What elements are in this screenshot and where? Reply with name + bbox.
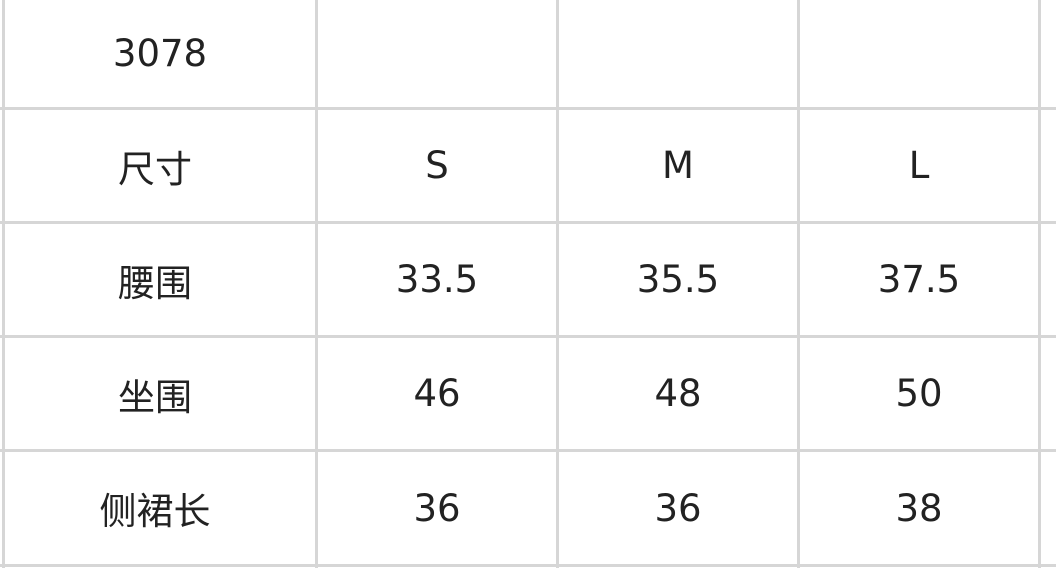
grid-line	[2, 0, 5, 568]
table-cell: 38	[895, 486, 943, 530]
row-label: 坐围	[118, 375, 192, 419]
header-size-s: S	[425, 144, 449, 187]
row-label: 腰围	[118, 261, 192, 305]
table-cell: 36	[654, 486, 702, 530]
table-cell: 35.5	[636, 258, 720, 301]
table-cell: 50	[895, 372, 943, 415]
grid-line	[797, 0, 800, 568]
grid-line	[0, 221, 1056, 224]
grid-line	[0, 449, 1056, 452]
table-cell: 48	[654, 372, 702, 415]
header-label: 尺寸	[118, 147, 192, 191]
grid-line	[0, 335, 1056, 338]
grid-line	[315, 0, 318, 568]
grid-line	[1038, 0, 1041, 568]
grid-line	[0, 107, 1056, 110]
table-cell: 36	[413, 486, 461, 530]
header-size-l: L	[908, 144, 930, 187]
table-cell: 33.5	[395, 258, 479, 301]
table-title: 3078	[112, 32, 208, 75]
row-label: 侧裙长	[99, 490, 211, 533]
table-cell: 37.5	[877, 258, 961, 301]
grid-line	[0, 564, 1056, 567]
table-cell: 46	[413, 372, 461, 415]
grid-line	[556, 0, 559, 568]
header-size-m: M	[662, 144, 694, 187]
